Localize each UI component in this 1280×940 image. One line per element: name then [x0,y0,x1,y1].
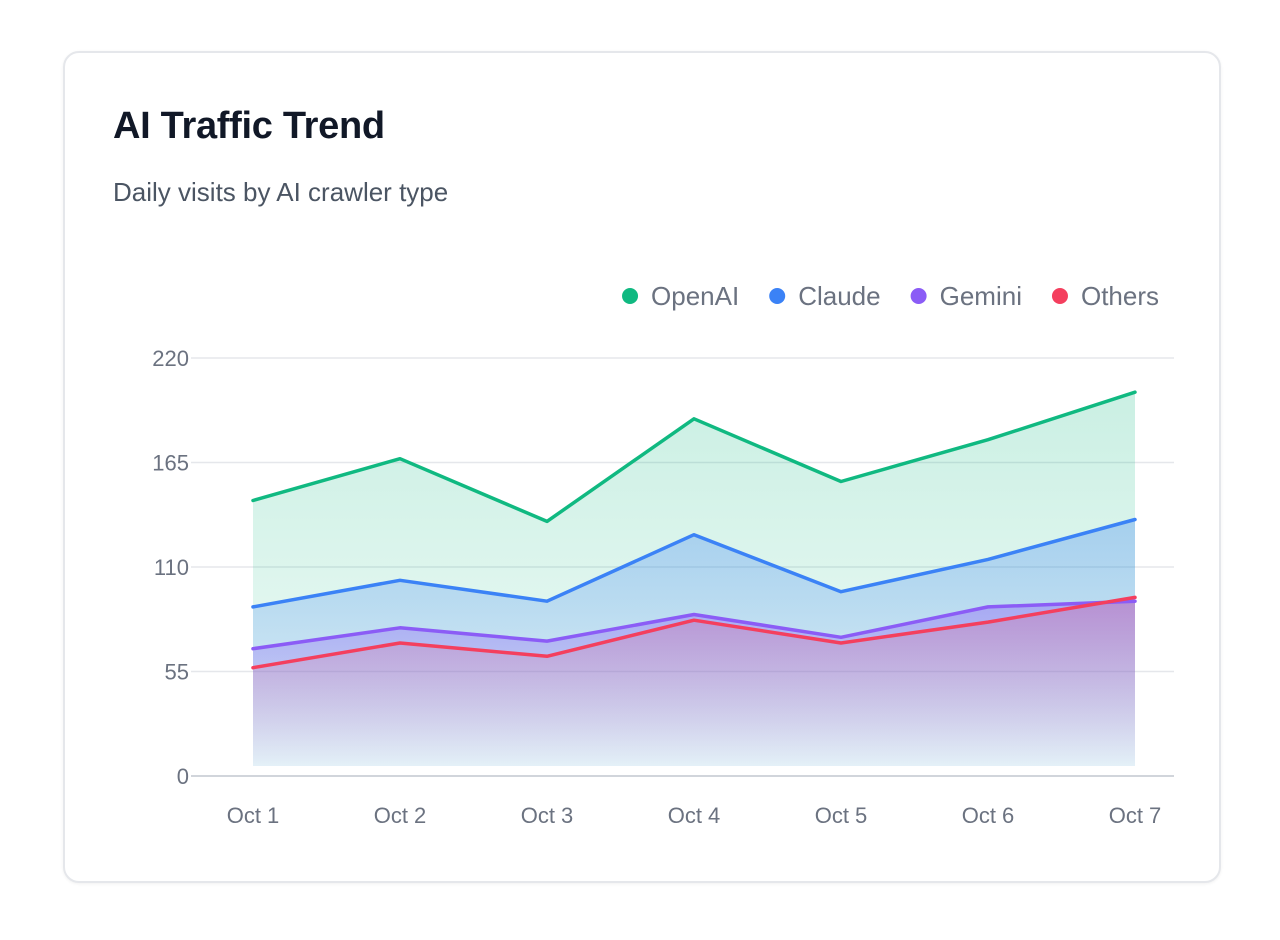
line-claude [251,517,1137,609]
legend-item-others: Others [1051,281,1159,311]
x-tick-label: Oct 3 [521,803,574,828]
x-tick-label: Oct 4 [668,803,721,828]
legend-item-gemini: Gemini [910,281,1022,311]
y-tick-label: 220 [152,346,189,371]
line-gemini [251,599,1137,651]
legend-dot-icon [622,288,639,304]
legend-dot-icon [769,288,786,304]
line-openai [251,390,1137,524]
chart-subtitle: Daily visits by AI crawler type [113,177,449,207]
x-tick-label: Oct 5 [815,803,868,828]
legend-label: OpenAI [651,281,739,311]
series-areas [253,392,1135,766]
x-tick-label: Oct 7 [1109,803,1162,828]
area-others [253,597,1135,766]
legend-item-openai: OpenAI [622,281,739,311]
series-lines [251,390,1137,670]
line-others [251,595,1137,670]
legend: OpenAI Claude Gemini Others [622,281,1159,311]
x-axis: Oct 1 Oct 2 Oct 3 Oct 4 Oct 5 Oct 6 Oct 7 [227,803,1162,828]
x-tick-label: Oct 6 [962,803,1015,828]
legend-dot-icon [910,288,927,304]
chart-card: AI Traffic Trend Daily visits by AI craw… [63,51,1221,883]
y-axis: 0 55 110 165 220 [152,346,189,789]
y-tick-label: 110 [154,555,189,580]
legend-item-claude: Claude [769,281,881,311]
y-tick-label: 165 [152,451,189,476]
legend-dot-icon [1051,288,1068,304]
x-tick-label: Oct 1 [227,803,280,828]
chart-title: AI Traffic Trend [113,105,385,147]
y-tick-label: 0 [177,764,189,789]
legend-label: Others [1081,281,1159,311]
y-tick-label: 55 [165,660,189,685]
legend-label: Claude [798,281,880,311]
legend-label: Gemini [940,281,1022,311]
x-tick-label: Oct 2 [374,803,427,828]
